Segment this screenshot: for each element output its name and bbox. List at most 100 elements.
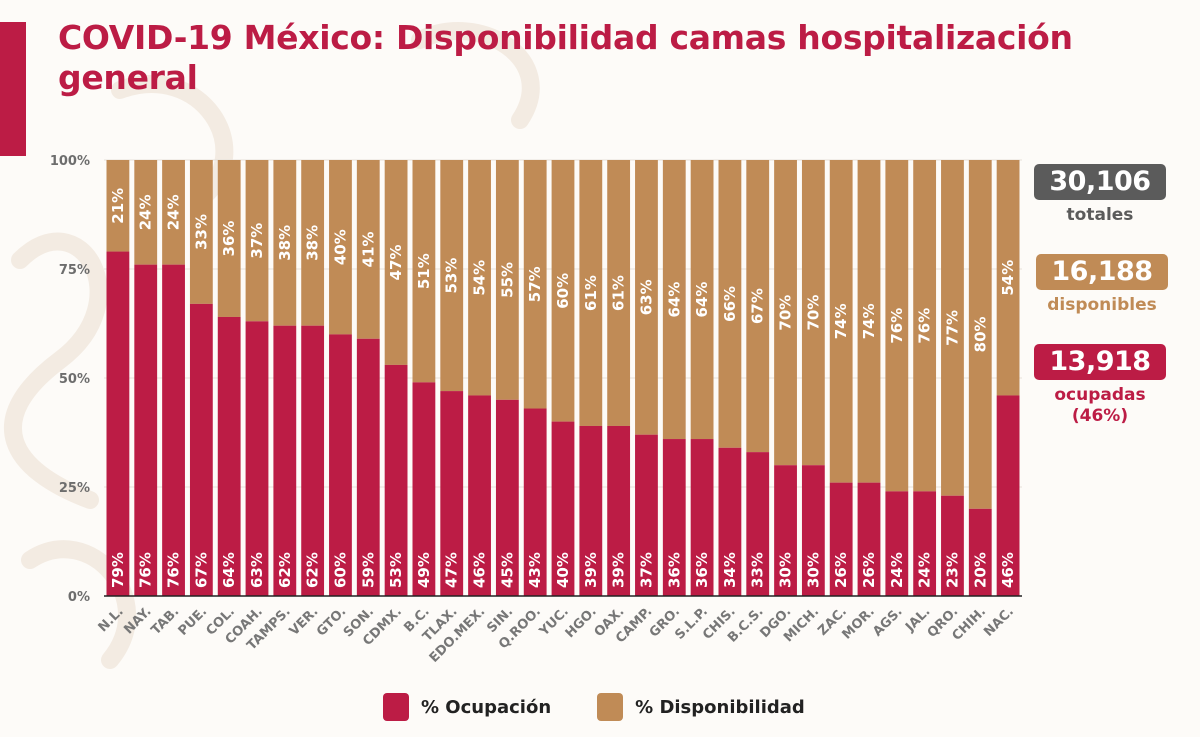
data-label-disponibilidad: 47% xyxy=(387,245,405,281)
data-label-disponibilidad: 37% xyxy=(248,223,266,259)
bar-ocupacion xyxy=(495,399,519,596)
legend-swatch-disponibilidad xyxy=(597,693,624,721)
bar-disponibilidad xyxy=(718,160,742,448)
data-label-ocupacion: 30% xyxy=(804,552,822,588)
bar-ocupacion xyxy=(273,325,297,596)
data-label-disponibilidad: 80% xyxy=(971,316,989,352)
bar-ocupacion xyxy=(746,452,770,596)
bar-ocupacion xyxy=(384,364,408,596)
bar-disponibilidad xyxy=(162,160,185,265)
bar-disponibilidad xyxy=(134,160,158,265)
data-label-ocupacion: 62% xyxy=(276,552,294,588)
kpi-ocupadas-label: ocupadas xyxy=(1054,385,1146,405)
bar-disponibilidad xyxy=(217,160,241,317)
data-label-disponibilidad: 70% xyxy=(777,295,795,331)
data-label-disponibilidad: 53% xyxy=(443,258,461,294)
data-label-disponibilidad: 41% xyxy=(359,231,377,267)
bar-ocupacion xyxy=(356,338,380,596)
bar-disponibilidad xyxy=(495,160,519,400)
data-label-disponibilidad: 54% xyxy=(471,260,489,296)
data-label-ocupacion: 26% xyxy=(860,552,878,588)
data-label-ocupacion: 46% xyxy=(999,552,1017,588)
page-title: COVID-19 México: Disponibilidad camas ho… xyxy=(58,18,1073,97)
data-label-ocupacion: 36% xyxy=(665,552,683,588)
bar-ocupacion xyxy=(774,465,797,596)
data-label-ocupacion: 79% xyxy=(109,552,127,588)
x-tick-label: NAC. xyxy=(981,604,1017,640)
bar-disponibilidad xyxy=(329,160,352,335)
legend-item-ocupacion: % Ocupación xyxy=(383,693,551,721)
bar-disponibilidad xyxy=(301,160,325,326)
kpi-ocupadas-percent: (46%) xyxy=(1071,406,1129,426)
legend-swatch-ocupacion xyxy=(383,693,409,721)
data-label-disponibilidad: 77% xyxy=(943,310,961,346)
data-label-ocupacion: 26% xyxy=(832,552,850,588)
bar-disponibilidad xyxy=(857,160,881,483)
bar-disponibilidad xyxy=(579,160,603,426)
bar-disponibilidad xyxy=(913,160,937,492)
data-label-disponibilidad: 38% xyxy=(276,225,294,261)
bar-ocupacion xyxy=(134,264,158,596)
data-label-disponibilidad: 54% xyxy=(999,260,1017,296)
data-label-disponibilidad: 24% xyxy=(165,194,183,230)
bar-ocupacion xyxy=(106,251,130,596)
bar-ocupacion xyxy=(635,434,658,596)
data-label-ocupacion: 40% xyxy=(554,552,572,588)
data-label-disponibilidad: 66% xyxy=(721,286,739,322)
data-label-ocupacion: 59% xyxy=(359,552,377,588)
x-tick-label: VER. xyxy=(287,604,322,639)
bar-disponibilidad xyxy=(774,160,797,466)
bar-ocupacion xyxy=(968,508,992,596)
kpi-disponibles-value: 16,188 xyxy=(1036,254,1168,290)
bar-ocupacion xyxy=(551,421,575,596)
bar-disponibilidad xyxy=(829,160,853,483)
bar-ocupacion xyxy=(690,439,714,596)
y-tick-label: 75% xyxy=(59,263,90,278)
bar-disponibilidad xyxy=(746,160,770,453)
bar-ocupacion xyxy=(662,439,686,596)
bar-ocupacion xyxy=(189,303,213,596)
bar-disponibilidad xyxy=(662,160,686,440)
data-label-disponibilidad: 76% xyxy=(916,308,934,344)
bar-ocupacion xyxy=(468,395,491,596)
x-tick-label: N.L. xyxy=(96,604,127,635)
bar-disponibilidad xyxy=(635,160,658,435)
y-tick-label: 50% xyxy=(59,372,90,387)
data-label-ocupacion: 46% xyxy=(471,552,489,588)
kpi-disponibles-label: disponibles xyxy=(1047,295,1157,315)
bar-disponibilidad xyxy=(885,160,909,492)
data-label-disponibilidad: 24% xyxy=(137,194,155,230)
kpi-totales: 30,106 totales xyxy=(1034,164,1166,226)
data-label-ocupacion: 76% xyxy=(137,552,155,588)
bar-ocupacion xyxy=(718,447,742,596)
data-label-disponibilidad: 55% xyxy=(498,262,516,298)
bar-ocupacion xyxy=(301,325,325,596)
x-tick-label: TAB. xyxy=(149,604,183,638)
data-label-disponibilidad: 76% xyxy=(888,308,906,344)
bar-ocupacion xyxy=(440,391,464,596)
bar-ocupacion xyxy=(913,491,937,596)
data-label-ocupacion: 67% xyxy=(192,552,210,588)
x-tick-label: NAY. xyxy=(121,604,154,637)
bar-disponibilidad xyxy=(690,160,714,440)
bar-ocupacion xyxy=(857,482,881,596)
bar-ocupacion xyxy=(329,334,352,596)
bar-ocupacion xyxy=(162,264,185,596)
data-label-disponibilidad: 21% xyxy=(109,188,127,224)
y-tick-label: 25% xyxy=(59,481,90,496)
x-tick-label: MOR. xyxy=(840,604,878,642)
data-label-ocupacion: 39% xyxy=(582,552,600,588)
brand-accent-bar xyxy=(0,22,26,156)
data-label-ocupacion: 60% xyxy=(331,552,349,588)
data-label-ocupacion: 39% xyxy=(610,552,628,588)
x-tick-label: PUE. xyxy=(176,604,211,639)
data-label-disponibilidad: 61% xyxy=(610,275,628,311)
data-label-disponibilidad: 57% xyxy=(526,266,544,302)
bar-ocupacion xyxy=(885,491,909,596)
data-label-disponibilidad: 38% xyxy=(304,225,322,261)
data-label-ocupacion: 63% xyxy=(248,552,266,588)
data-label-disponibilidad: 74% xyxy=(832,303,850,339)
data-label-disponibilidad: 33% xyxy=(192,214,210,250)
kpi-totales-value: 30,106 xyxy=(1034,164,1166,200)
